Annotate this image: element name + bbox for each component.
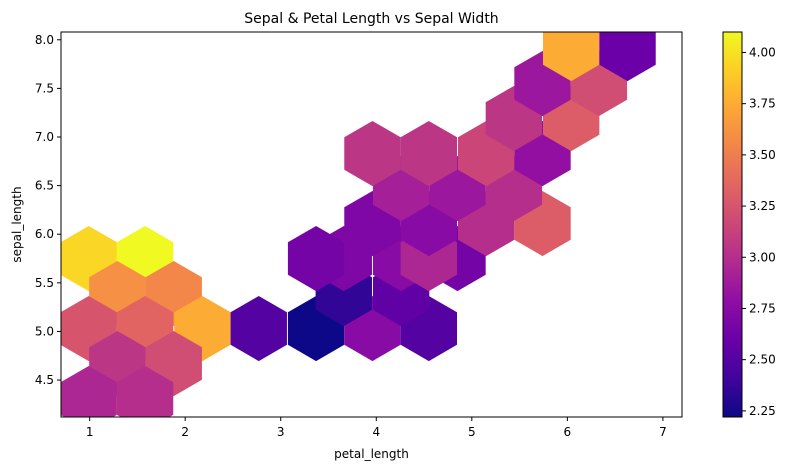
x-tick-label: 7 — [659, 425, 667, 439]
colorbar-tick-label: 3.25 — [749, 199, 776, 213]
colorbar-tick-label: 3.50 — [749, 148, 776, 162]
colorbar-tick-label: 3.00 — [749, 250, 776, 264]
y-tick-label: 7.0 — [35, 130, 54, 144]
colorbar-tick-label: 3.75 — [749, 97, 776, 111]
x-axis-ticks: 1 2 3 4 5 6 7 — [86, 417, 667, 439]
hex-cell — [599, 32, 656, 82]
y-axis-label: sepal_length — [10, 186, 24, 262]
x-tick-label: 1 — [86, 425, 94, 439]
hex-cell — [344, 120, 401, 187]
y-tick-label: 5.5 — [35, 276, 54, 290]
x-tick-label: 2 — [181, 425, 189, 439]
x-tick-label: 3 — [277, 425, 285, 439]
chart-title: Sepal & Petal Length vs Sepal Width — [244, 11, 498, 27]
y-tick-label: 7.5 — [35, 81, 54, 95]
y-tick-label: 6.0 — [35, 227, 54, 241]
hex-cell — [230, 295, 287, 362]
x-tick-label: 4 — [372, 425, 380, 439]
x-tick-label: 5 — [468, 425, 476, 439]
y-tick-label: 6.5 — [35, 179, 54, 193]
colorbar-tick-label: 2.75 — [749, 301, 776, 315]
hex-cell — [61, 365, 117, 417]
y-tick-label: 8.0 — [35, 33, 54, 47]
x-axis-label: petal_length — [334, 447, 409, 461]
colorbar-tick-label: 2.50 — [749, 353, 776, 367]
y-axis-ticks: 4.5 5.0 5.5 6.0 6.5 7.0 7.5 8.0 — [35, 33, 61, 387]
hex-cell — [287, 225, 345, 292]
hex-cell — [116, 365, 174, 417]
plot-frame — [60, 31, 683, 418]
colorbar-tick-label: 2.25 — [749, 404, 776, 418]
colorbar-ticks: 2.25 2.50 2.75 3.00 3.25 3.50 3.75 4.00 — [742, 45, 776, 418]
x-tick-label: 6 — [564, 425, 572, 439]
hexbin-cells — [61, 32, 656, 417]
y-tick-label: 5.0 — [35, 324, 54, 338]
y-tick-label: 4.5 — [35, 373, 54, 387]
hex-cell — [542, 32, 600, 82]
hex-cell — [400, 120, 458, 187]
colorbar-tick-label: 4.00 — [749, 45, 776, 59]
colorbar — [722, 31, 743, 418]
